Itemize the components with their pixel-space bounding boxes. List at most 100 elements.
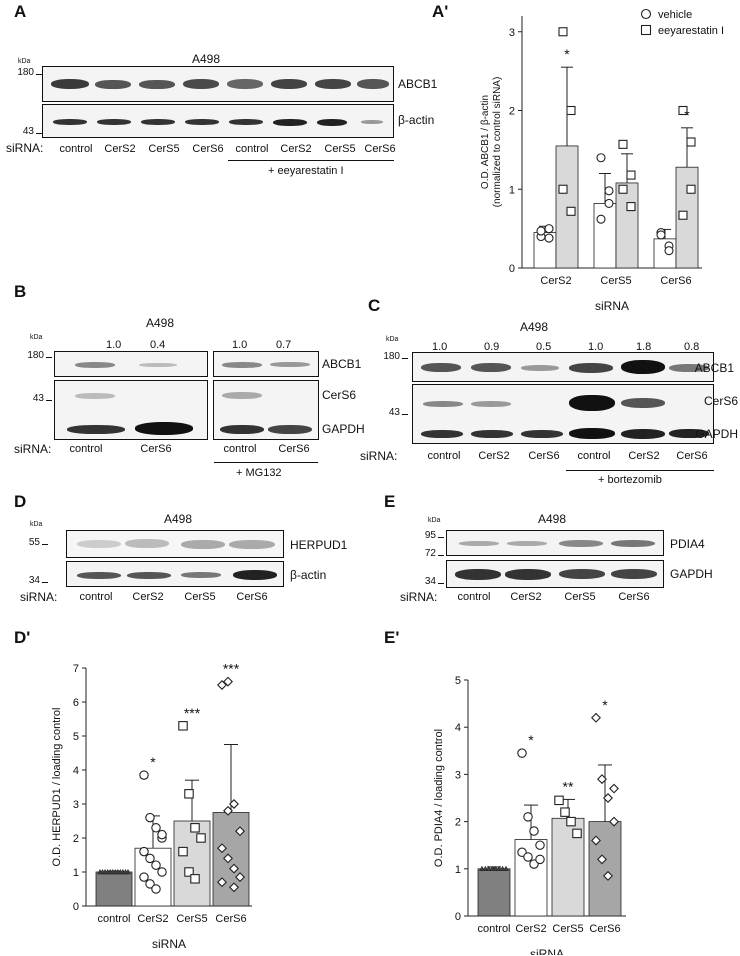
panel-label-E-prime: E' — [384, 628, 400, 647]
data-point-square — [626, 202, 636, 212]
protein-label: HERPUD1 — [290, 538, 348, 552]
protein-label: β-actin — [290, 568, 327, 582]
band — [222, 392, 262, 399]
data-point-diamond — [591, 835, 601, 846]
y-axis-label: O.D. HERPUD1 / loading control — [51, 708, 63, 867]
blot-cers6-gapdh-mg132 — [213, 380, 319, 440]
data-point-square — [640, 24, 652, 36]
band — [135, 422, 193, 435]
band — [421, 363, 461, 372]
x-axis-label: siRNA — [530, 947, 564, 955]
band — [521, 430, 563, 438]
bar — [588, 821, 622, 917]
kda-label: kDa — [386, 336, 399, 343]
data-point-square — [196, 833, 206, 843]
band — [229, 119, 263, 125]
lane-label: CerS6 — [192, 143, 224, 155]
blot-abcb1 — [412, 352, 714, 382]
band — [315, 79, 351, 89]
band — [471, 401, 511, 407]
band — [357, 79, 389, 89]
x-tick-label: control — [477, 923, 510, 935]
x-tick-label: CerS5 — [552, 923, 583, 935]
lane-label: control — [457, 591, 491, 603]
mw-tick — [438, 583, 444, 584]
data-point-diamond — [597, 854, 607, 865]
protein-label: GAPDH — [322, 422, 365, 436]
lane-label: control — [69, 443, 103, 455]
protein-label: GAPDH — [695, 427, 738, 441]
panel-label-C: C — [368, 296, 381, 315]
panel-label-A: A — [14, 2, 27, 21]
significance-marker: ** — [563, 778, 574, 794]
data-point-square — [618, 139, 628, 149]
y-axis-label-2: (normalized to control siRNA) — [492, 77, 503, 208]
lane-label: CerS2 — [132, 591, 164, 603]
lane-label: CerS2 — [510, 591, 542, 603]
data-point-circle — [604, 198, 614, 208]
y-tick-label: 2 — [73, 833, 79, 845]
kda-label: kDa — [428, 517, 441, 524]
y-tick-label: 7 — [73, 663, 79, 675]
band — [669, 429, 709, 438]
band — [125, 539, 169, 548]
blot-beta-actin — [42, 104, 394, 138]
y-tick-label: 0 — [509, 263, 515, 275]
data-point-diamond — [217, 680, 227, 690]
lane-label: CerS2 — [280, 143, 312, 155]
cell-line-label: A498 — [538, 512, 567, 526]
bar — [95, 871, 133, 907]
data-point-circle — [544, 233, 554, 243]
data-point-circle — [640, 8, 652, 20]
panel-label-E: E — [384, 492, 396, 511]
significance-marker: * — [528, 732, 534, 748]
sirna-label: siRNA: — [20, 590, 58, 604]
significance-marker: * — [564, 46, 570, 62]
band — [273, 119, 307, 126]
band — [127, 572, 171, 579]
mw-tick — [36, 133, 42, 134]
band — [181, 540, 225, 549]
data-point-circle — [145, 879, 155, 889]
band — [569, 395, 615, 411]
treatment-label: + bortezomib — [598, 474, 662, 486]
data-point-diamond — [223, 676, 233, 687]
quant-value: 0.7 — [276, 339, 292, 351]
protein-label: PDIA4 — [670, 537, 705, 551]
data-point-diamond — [235, 826, 245, 837]
band — [317, 119, 347, 126]
data-point-circle — [523, 852, 533, 862]
mw-tick — [42, 582, 48, 583]
treatment-line — [228, 160, 394, 161]
quant-value: 1.0 — [432, 341, 448, 353]
band — [507, 541, 547, 546]
quant-value: 1.8 — [636, 341, 652, 353]
band — [77, 540, 121, 548]
blot-cers6-gapdh — [412, 384, 714, 444]
lane-label: CerS2 — [478, 450, 510, 462]
x-axis-label: siRNA — [152, 937, 186, 951]
x-tick-label: CerS6 — [660, 275, 691, 287]
data-point-diamond — [591, 712, 601, 723]
mw-marker: 43 — [388, 407, 400, 418]
data-point-square — [686, 184, 696, 194]
blot-gapdh — [446, 560, 664, 588]
data-point-circle — [535, 854, 545, 865]
y-tick-label: 2 — [509, 106, 515, 118]
band — [471, 430, 513, 438]
mw-marker: 95 — [424, 530, 436, 541]
band — [521, 365, 559, 371]
band — [67, 425, 125, 434]
band — [569, 363, 613, 373]
lane-label: control — [223, 443, 257, 455]
quant-value: 0.4 — [150, 339, 166, 351]
panel-label-A-prime: A' — [432, 2, 449, 21]
significance-marker: *** — [184, 705, 201, 721]
treatment-label: + eeyarestatin I — [268, 165, 344, 177]
data-point-triangle — [503, 865, 509, 872]
cell-line-label: A498 — [192, 52, 221, 66]
band — [421, 430, 463, 438]
data-point-square — [566, 816, 576, 827]
data-point-circle — [157, 867, 167, 877]
data-point-square — [686, 137, 696, 147]
